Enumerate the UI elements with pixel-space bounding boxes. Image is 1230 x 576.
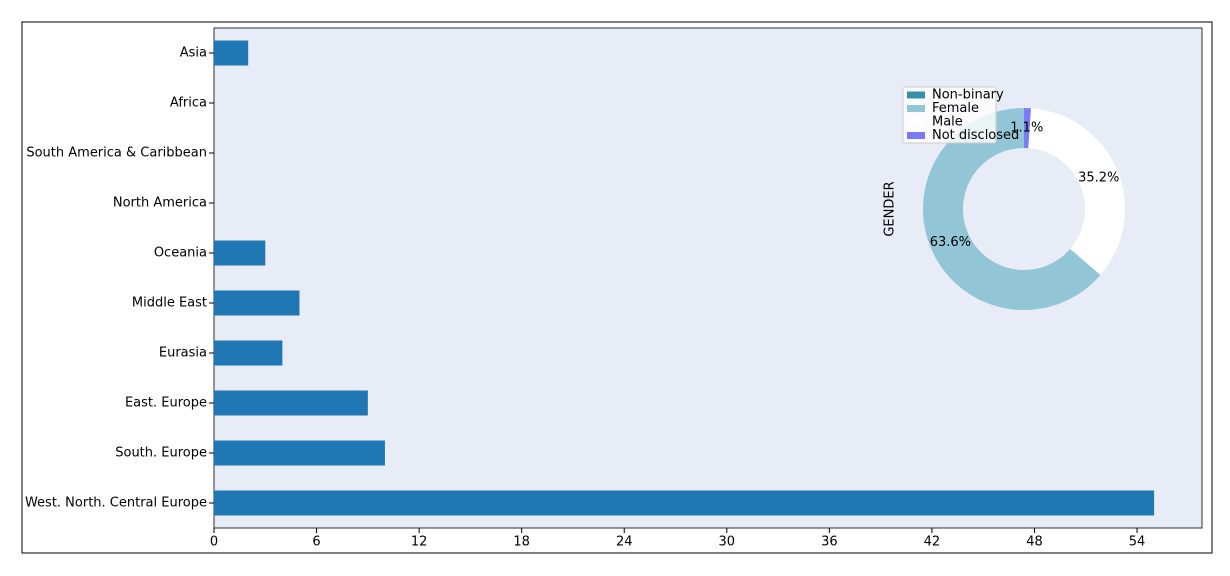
bar bbox=[214, 390, 368, 416]
legend-box bbox=[902, 86, 997, 144]
frame bbox=[21, 21, 1213, 554]
x-tick-label: 42 bbox=[924, 535, 941, 550]
bar bbox=[214, 490, 1155, 516]
x-tick-label: 36 bbox=[821, 535, 838, 550]
x-tick-label: 0 bbox=[210, 535, 218, 550]
y-tick-label: South America & Caribbean bbox=[26, 146, 207, 161]
legend-label: Male bbox=[932, 115, 963, 130]
pie-wedge bbox=[923, 108, 1101, 310]
bar bbox=[214, 40, 249, 66]
bar bbox=[214, 440, 385, 466]
y-tick-label: Middle East bbox=[132, 296, 207, 311]
y-tick-label: Oceania bbox=[154, 246, 207, 261]
x-tick-label: 54 bbox=[1129, 535, 1146, 550]
pie-wedge bbox=[1024, 108, 1031, 149]
legend-label: Not disclosed bbox=[932, 128, 1019, 143]
legend-label: Non-binary bbox=[932, 88, 1004, 103]
legend-swatch bbox=[907, 105, 925, 112]
bar bbox=[214, 340, 283, 366]
legend-swatch bbox=[907, 118, 925, 126]
bar bbox=[214, 290, 300, 316]
y-tick-label: Asia bbox=[180, 46, 207, 61]
y-tick-label: West. North. Central Europe bbox=[25, 496, 207, 511]
x-tick-label: 30 bbox=[719, 535, 736, 550]
y-tick-label: Africa bbox=[170, 96, 207, 111]
pie-label: 35.2% bbox=[1078, 170, 1119, 185]
x-tick-label: 48 bbox=[1026, 535, 1043, 550]
y-tick-label: South. Europe bbox=[115, 446, 207, 461]
y-axis-label: GENDER bbox=[883, 181, 898, 236]
x-tick-label: 12 bbox=[411, 535, 428, 550]
legend-swatch bbox=[907, 132, 925, 139]
x-tick-label: 24 bbox=[616, 535, 633, 550]
legend-swatch bbox=[907, 91, 925, 99]
y-tick-label: North America bbox=[113, 196, 207, 211]
bar bbox=[214, 240, 266, 266]
y-tick-label: Eurasia bbox=[159, 346, 207, 361]
legend-label: Female bbox=[932, 101, 979, 116]
pie-label: 1.1% bbox=[1010, 121, 1043, 136]
pie-wedge bbox=[1028, 108, 1125, 276]
x-tick-label: 6 bbox=[312, 535, 320, 550]
y-tick-label: East. Europe bbox=[125, 396, 207, 411]
x-tick-label: 18 bbox=[513, 535, 530, 550]
pie-label: 63.6% bbox=[930, 235, 971, 250]
